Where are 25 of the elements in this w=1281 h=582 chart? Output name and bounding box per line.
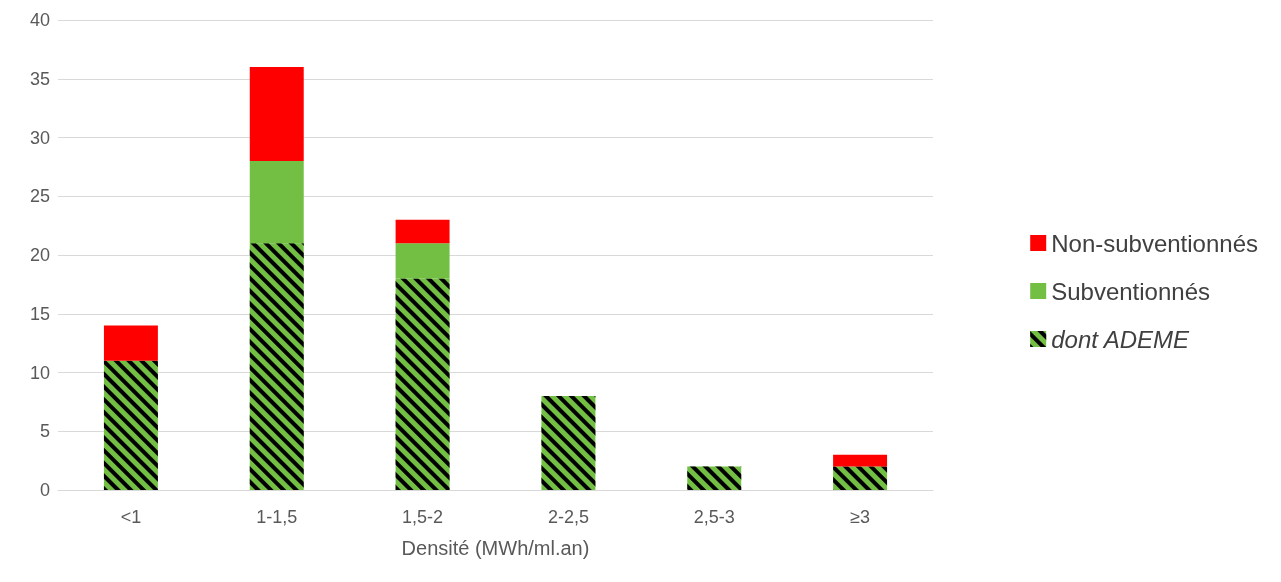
bar [103,325,158,361]
bar [833,454,888,467]
y-tick-label: 5 [39,421,50,442]
y-tick-label: 10 [29,362,50,383]
x-tick-label: 2-2,5 [547,507,589,527]
y-tick-label: 0 [39,480,50,500]
x-axis-title: Densité (MWh/ml.an) [401,537,590,559]
x-tick-label: ≥3 [850,507,871,527]
y-tick-label: 25 [29,186,50,207]
x-tick-label: 1,5-2 [402,507,444,527]
legend-label: Non-subventionnés [1051,229,1259,257]
legend-label: dont ADEME [1051,325,1191,353]
y-tick-label: 20 [29,245,50,265]
bar [395,243,450,279]
y-tick-label: 15 [29,303,50,324]
y-tick-label: 40 [29,10,50,30]
y-tick-label: 30 [29,127,50,148]
x-tick-label: 1-1,5 [256,507,298,527]
bar [249,161,304,244]
y-tick-label: 35 [29,68,50,89]
legend-label: Subventionnés [1051,277,1210,305]
x-tick-label: 2,5-3 [693,507,735,527]
bar [395,219,450,244]
x-tick-label: <1 [120,507,142,527]
bar [249,67,304,161]
